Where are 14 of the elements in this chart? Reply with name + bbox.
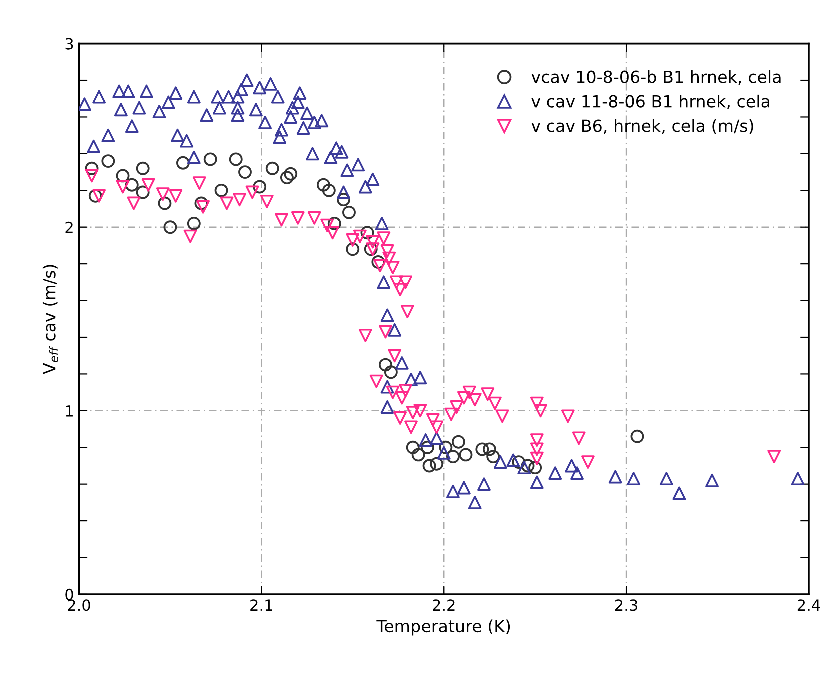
y-tick-label: 3	[66, 38, 74, 50]
x-tick-label: 2.1	[250, 600, 272, 611]
x-axis-title: Temperature (K)	[376, 620, 510, 636]
y-tick-label: 0	[66, 588, 74, 600]
x-tick-label: 2.2	[433, 600, 455, 611]
y-tick-label: 2	[66, 222, 73, 234]
x-tick-label: 2.3	[616, 600, 638, 612]
legend-label: v cav B6, hrnek, cela (m/s)	[532, 119, 754, 134]
x-tick-label: 2.0	[68, 600, 90, 612]
y-axis-title: V$_{eff}$ cav (m/s)	[42, 265, 59, 374]
legend-label: v cav 11-8-06 B1 hrnek, cela	[532, 94, 770, 110]
x-tick-label: 2.4	[798, 600, 820, 611]
y-tick-label: 1	[66, 406, 73, 417]
legend-label: vcav 10-8-06-b B1 hrnek, cela	[532, 70, 781, 86]
